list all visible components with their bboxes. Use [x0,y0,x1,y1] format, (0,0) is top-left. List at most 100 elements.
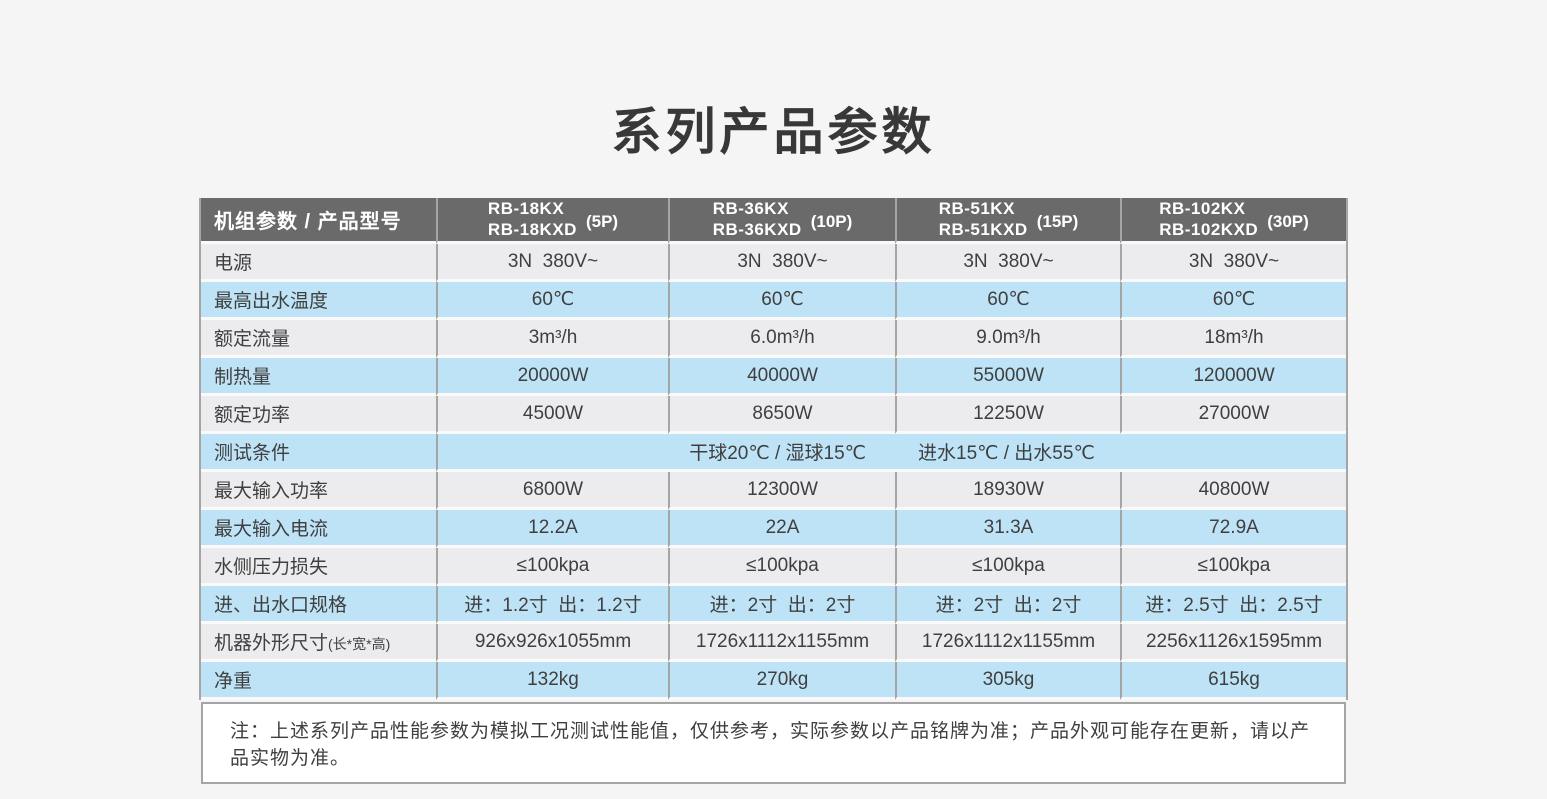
value-cell: 进：2寸 出：2寸 [895,586,1120,624]
model-name: RB-36KXD [712,219,802,239]
row-label-text: 水侧压力损失 [214,557,329,578]
horsepower-label: (15P) [1036,212,1079,231]
table-body: 电源 3N 380V~ 3N 380V~ 3N 380V~ 3N 380V~ 最高出水温度… [201,244,1346,700]
value-cell: 60℃ [1120,282,1346,320]
model-name: RB-36KX [712,199,789,219]
page-title: 系列产品参数 [611,104,936,160]
value-cell: 22A [668,510,895,548]
row-label: 最大输入功率 [201,472,436,510]
row-label: 额定功率 [201,396,436,434]
row-label: 最高出水温度 [201,282,436,320]
table-row: 额定功率 4500W 8650W 12250W 27000W [201,396,1346,434]
value-cell: 进：2寸 出：2寸 [668,586,895,624]
value-cell: 2256x1126x1595mm [1120,624,1346,662]
value-cell: 9.0m³/h [895,320,1120,358]
value-cell: 进：2.5寸 出：2.5寸 [1120,586,1346,624]
value-cell: ≤100kpa [895,548,1120,586]
table-row: 最高出水温度 60℃ 60℃ 60℃ 60℃ [201,282,1346,320]
column-header-rb36: RB-36KX RB-36KXD (10P) [668,198,895,244]
value-cell: 31.3A [895,510,1120,548]
column-header-rb102: RB-102KX RB-102KXD (30P) [1120,198,1346,244]
model-name: RB-102KXD [1159,219,1259,239]
test-condition-water: 进水15℃ / 出水55℃ [918,443,1095,464]
row-label-text: 制热量 [214,367,272,388]
value-cell: ≤100kpa [1120,548,1346,586]
row-label-text: 最大输入功率 [214,481,329,502]
value-cell: 120000W [1120,358,1346,396]
row-label-text: 额定流量 [214,329,291,350]
value-cell: 12300W [668,472,895,510]
horsepower-label: (30P) [1267,212,1309,231]
table-row: 净重 132kg 270kg 305kg 615kg [201,662,1346,700]
row-label-text: 测试条件 [214,443,291,464]
value-cell: 55000W [895,358,1120,396]
value-cell: 40000W [668,358,895,396]
value-cell: ≤100kpa [668,548,895,586]
value-cell: 132kg [436,662,668,700]
row-label: 电源 [201,244,436,282]
table-row: 制热量 20000W 40000W 55000W 120000W [201,358,1346,396]
row-label: 机器外形尺寸(长*宽*高) [201,624,436,662]
row-label-text: 净重 [214,671,253,692]
header-row: 机组参数 / 产品型号 RB-18KX RB-18KXD (5P) RB-36K… [201,198,1346,244]
value-cell: 20000W [436,358,668,396]
row-label: 进、出水口规格 [201,586,436,624]
value-cell: 615kg [1120,662,1346,700]
value-cell: 3N 380V~ [668,244,895,282]
row-label-text: 机器外形尺寸 [214,633,329,654]
value-cell: ≤100kpa [436,548,668,586]
row-label: 净重 [201,662,436,700]
row-label: 额定流量 [201,320,436,358]
model-name: RB-18KX [487,199,565,219]
row-label-text: 电源 [214,253,253,274]
row-label-suffix: (长*宽*高) [328,636,391,652]
value-cell: 926x926x1055mm [436,624,668,662]
value-cell: 18m³/h [1120,320,1346,358]
value-cell: 6.0m³/h [668,320,895,358]
table-row: 测试条件 干球20℃ / 湿球15℃ 进水15℃ / 出水55℃ [201,434,1346,472]
value-cell: 进：1.2寸 出：1.2寸 [436,586,668,624]
table-row: 最大输入功率 6800W 12300W 18930W 40800W [201,472,1346,510]
test-condition-air: 干球20℃ / 湿球15℃ [689,443,866,464]
horsepower-label: (5P) [585,212,619,231]
value-cell: 60℃ [895,282,1120,320]
table-header: 机组参数 / 产品型号 RB-18KX RB-18KXD (5P) RB-36K… [201,198,1346,244]
product-spec-table: 机组参数 / 产品型号 RB-18KX RB-18KXD (5P) RB-36K… [199,198,1348,700]
value-cell: 4500W [436,396,668,434]
value-cell: 60℃ [436,282,668,320]
row-label: 制热量 [201,358,436,396]
value-cell: 6800W [436,472,668,510]
value-cell: 3N 380V~ [436,244,668,282]
value-cell: 12.2A [436,510,668,548]
row-label: 最大输入电流 [201,510,436,548]
value-cell: 3N 380V~ [1120,244,1346,282]
row-label-text: 最大输入电流 [214,519,329,540]
value-cell: 18930W [895,472,1120,510]
row-label: 水侧压力损失 [201,548,436,586]
value-cell: 40800W [1120,472,1346,510]
value-cell: 1726x1112x1155mm [668,624,895,662]
param-column-header: 机组参数 / 产品型号 [201,198,436,244]
row-label-text: 进、出水口规格 [214,595,348,616]
row-label: 测试条件 [201,434,436,472]
value-cell: 3N 380V~ [895,244,1120,282]
table-row: 进、出水口规格 进：1.2寸 出：1.2寸 进：2寸 出：2寸 进：2寸 出：2寸 进：… [201,586,1346,624]
value-cell: 305kg [895,662,1120,700]
column-header-rb51: RB-51KX RB-51KXD (15P) [895,198,1120,244]
value-cell: 12250W [895,396,1120,434]
value-cell: 270kg [668,662,895,700]
table-row: 最大输入电流 12.2A 22A 31.3A 72.9A [201,510,1346,548]
test-condition-cell: 干球20℃ / 湿球15℃ 进水15℃ / 出水55℃ [436,434,1346,472]
table-row: 机器外形尺寸(长*宽*高) 926x926x1055mm 1726x1112x115… [201,624,1346,662]
table-row: 额定流量 3m³/h 6.0m³/h 9.0m³/h 18m³/h [201,320,1346,358]
row-label-text: 额定功率 [214,405,291,426]
table-row: 电源 3N 380V~ 3N 380V~ 3N 380V~ 3N 380V~ [201,244,1346,282]
model-name: RB-51KXD [938,219,1028,239]
horsepower-label: (10P) [810,212,853,231]
value-cell: 8650W [668,396,895,434]
model-name: RB-51KX [938,199,1015,219]
model-name: RB-102KX [1159,199,1246,219]
value-cell: 1726x1112x1155mm [895,624,1120,662]
model-name: RB-18KXD [487,219,577,239]
value-cell: 60℃ [668,282,895,320]
